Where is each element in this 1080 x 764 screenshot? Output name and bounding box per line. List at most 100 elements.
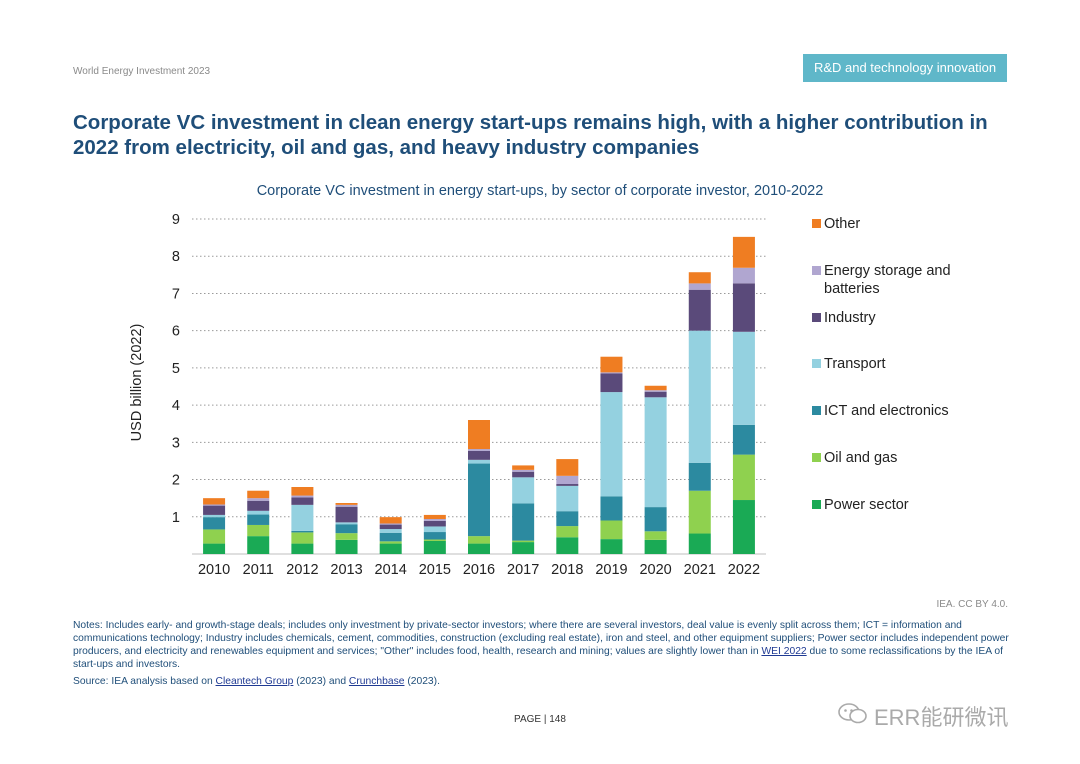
- source-mid: (2023) and: [293, 676, 349, 687]
- y-tick-label: 6: [172, 324, 180, 340]
- bar-segment: [600, 372, 623, 374]
- x-tick-label: 2018: [551, 562, 583, 578]
- y-tick-label: 2: [172, 473, 180, 489]
- section-badge: R&D and technology innovation: [803, 54, 1007, 82]
- page-headline: Corporate VC investment in clean energy …: [73, 111, 988, 159]
- watermark-text: ERR能研微讯: [874, 705, 1009, 730]
- bar-segment: [203, 529, 226, 544]
- bar-segment: [247, 510, 270, 515]
- bar-segment: [468, 463, 490, 537]
- bar-segment: [688, 462, 711, 491]
- bar-segment: [291, 504, 314, 531]
- bar-segment: [600, 496, 623, 521]
- x-tick-label: 2016: [463, 562, 495, 578]
- bar-segment: [335, 539, 358, 554]
- report-name: World Energy Investment 2023: [73, 66, 211, 77]
- bar-segment: [732, 424, 755, 455]
- bar-segment: [291, 495, 314, 498]
- bar-segment: [468, 450, 490, 460]
- x-tick-label: 2013: [330, 562, 362, 578]
- bar-segment: [600, 539, 623, 554]
- bar-segment: [644, 539, 667, 554]
- chat-bubble-icon: [838, 703, 867, 724]
- y-axis-label: USD billion (2022): [129, 324, 145, 442]
- bar-segment: [512, 469, 535, 472]
- bar-segment: [732, 283, 755, 332]
- bar-segment: [644, 531, 667, 540]
- bar-segment: [423, 519, 446, 521]
- bar-segment: [644, 507, 667, 532]
- bar-segment: [732, 267, 755, 284]
- bar-segment: [556, 484, 579, 486]
- bar-segment: [423, 526, 446, 533]
- y-tick-label: 5: [172, 361, 180, 377]
- bar-segment: [512, 503, 535, 541]
- bar-segment: [468, 420, 490, 450]
- legend-label: Other: [824, 216, 861, 232]
- bar-segment: [688, 289, 711, 331]
- y-tick-label: 7: [172, 286, 180, 302]
- bar-segment: [291, 532, 314, 544]
- source-suffix: (2023).: [404, 676, 440, 687]
- bar-segment: [379, 529, 402, 533]
- x-tick-label: 2012: [286, 562, 318, 578]
- bar-segment: [688, 533, 711, 554]
- legend-swatch: [812, 219, 821, 228]
- bar-segment: [247, 524, 270, 537]
- bar-segment: [203, 514, 226, 518]
- legend-swatch: [812, 406, 821, 415]
- bar-segment: [644, 397, 667, 508]
- bar-segment: [423, 540, 446, 554]
- bar-segment: [247, 498, 270, 501]
- wei-2022-link[interactable]: WEI 2022: [761, 646, 807, 658]
- legend-label: Power sector: [824, 497, 909, 513]
- cleantech-group-link[interactable]: Cleantech Group: [215, 676, 294, 687]
- bar-segment: [468, 543, 490, 554]
- legend-swatch: [812, 266, 821, 275]
- x-tick-label: 2017: [507, 562, 539, 578]
- y-tick-label: 1: [172, 510, 180, 526]
- chart-source: Source: IEA analysis based on Cleantech …: [73, 676, 1018, 687]
- x-tick-label: 2010: [198, 562, 230, 578]
- bar-segment: [644, 385, 667, 391]
- bar-segment: [556, 526, 579, 538]
- legend-label: Transport: [824, 356, 886, 372]
- bar-segment: [247, 490, 270, 499]
- crunchbase-link[interactable]: Crunchbase: [348, 676, 405, 687]
- bar-segment: [291, 487, 314, 496]
- bar-segment: [379, 517, 402, 524]
- bar-segment: [335, 503, 358, 505]
- source-prefix: Source: IEA analysis based on: [73, 676, 216, 687]
- legend-swatch: [812, 359, 821, 368]
- bar-segment: [335, 504, 358, 507]
- legend-label: Oil and gas: [824, 450, 898, 466]
- bar-segment: [688, 330, 711, 463]
- y-tick-label: 9: [172, 212, 180, 228]
- bar-segment: [379, 543, 402, 554]
- bar-segment: [335, 522, 358, 525]
- bar-segment: [688, 490, 711, 534]
- bar-segment: [512, 465, 535, 470]
- bar-segment: [556, 485, 579, 512]
- bar-segment: [379, 524, 402, 530]
- bar-segment: [732, 500, 755, 554]
- bar-segment: [644, 390, 667, 392]
- bar-segment: [688, 272, 711, 284]
- x-tick-label: 2011: [243, 562, 274, 578]
- bar-segment: [556, 459, 579, 476]
- bar-segment: [688, 283, 711, 290]
- y-tick-label: 8: [172, 249, 180, 265]
- x-tick-label: 2021: [684, 562, 716, 578]
- bar-segment: [291, 497, 314, 505]
- x-tick-label: 2022: [728, 562, 760, 578]
- notes-text-end: due to some reclassifications by the IEA…: [73, 646, 1003, 671]
- bar-segment: [335, 533, 358, 540]
- bar-segment: [512, 540, 535, 543]
- bar-segment: [203, 504, 226, 506]
- license-note: IEA. CC BY 4.0.: [936, 599, 1008, 610]
- legend-swatch: [812, 453, 821, 462]
- bar-segment: [203, 498, 226, 505]
- bar-segment: [379, 541, 402, 544]
- bar-segment: [600, 373, 623, 393]
- bar-segment: [247, 500, 270, 511]
